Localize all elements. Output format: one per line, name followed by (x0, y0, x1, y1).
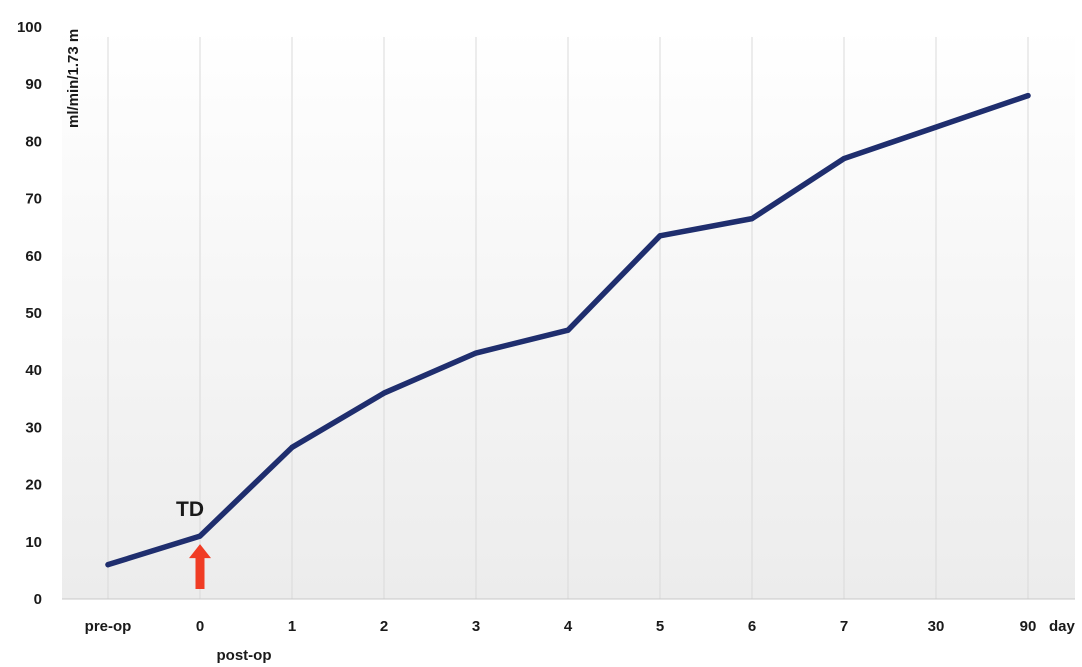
annotations: TD (176, 498, 211, 589)
x-tick-label: 2 (380, 618, 388, 635)
y-tick-label: 30 (25, 419, 42, 436)
data-point (105, 562, 111, 568)
x-tick-label: 5 (656, 618, 664, 635)
x-tick-label: 30 (928, 618, 945, 635)
y-tick-label: 70 (25, 191, 42, 208)
y-axis: 0 10 20 30 40 50 60 70 80 90 100 (17, 19, 42, 608)
annotation-label: TD (176, 498, 204, 521)
data-point (1025, 93, 1031, 99)
data-point (473, 350, 479, 356)
data-point (841, 155, 847, 162)
x-tick-label: 7 (840, 618, 848, 635)
y-tick-label: 60 (25, 248, 42, 265)
y-tick-label: 80 (25, 133, 42, 150)
x-tick-label: 3 (472, 618, 480, 635)
y-tick-label: 90 (25, 76, 42, 93)
data-point (381, 390, 387, 396)
x-tick-label: 90 (1020, 618, 1037, 635)
series-layer (105, 92, 1031, 568)
red-up-arrow-icon (189, 544, 211, 589)
x-tick-label: 0 (196, 618, 204, 635)
x-tick-label: 4 (564, 618, 573, 635)
y-tick-label: 20 (25, 477, 42, 494)
y-tick-label: 0 (34, 591, 42, 608)
x-tick-label: 6 (748, 618, 756, 635)
x-axis: pre-op 0 post-op 1 2 3 4 5 6 7 30 90 (85, 618, 1037, 664)
y-axis-title: ml/min/1.73 m (65, 29, 82, 128)
data-point (657, 233, 663, 239)
x-tick-label: pre-op (85, 618, 132, 635)
y-tick-label: 100 (17, 19, 42, 36)
data-point (749, 216, 755, 222)
x-axis-title: day (1049, 618, 1076, 635)
data-point (197, 533, 203, 539)
x-tick-sublabel: post-op (217, 647, 272, 664)
data-point (289, 444, 295, 451)
y-tick-label: 40 (25, 362, 42, 379)
y-tick-label: 10 (25, 534, 42, 551)
grid-lines (62, 37, 1075, 600)
data-point (565, 327, 571, 333)
y-tick-label: 50 (25, 305, 42, 322)
data-point (933, 124, 939, 130)
x-tick-label: 1 (288, 618, 296, 635)
